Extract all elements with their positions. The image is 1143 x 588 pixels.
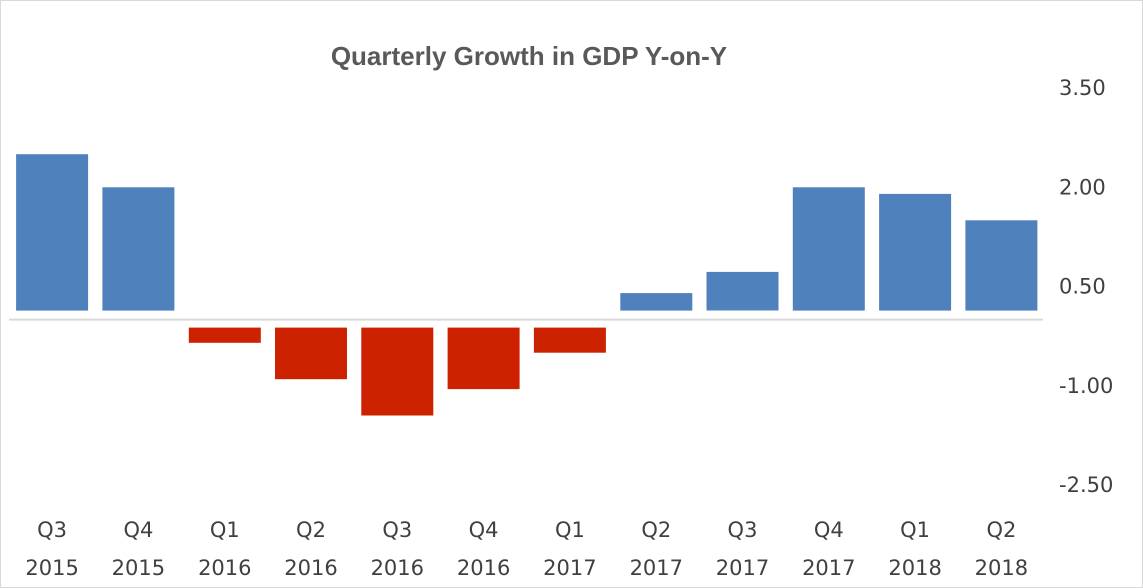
x-category-label: Q3 2017 <box>716 518 769 580</box>
x-category-label: Q1 2018 <box>888 518 941 580</box>
x-category-label: Q1 2017 <box>543 518 596 580</box>
bar-q2-2018 <box>965 220 1038 311</box>
x-category-label: Q2 2016 <box>284 518 337 580</box>
bar-q3-2017 <box>706 271 779 311</box>
bar-q3-2016 <box>361 327 434 416</box>
x-category-label: Q3 2016 <box>371 518 424 580</box>
y-tick-label: -1.00 <box>1059 374 1113 398</box>
bar-q4-2017 <box>792 187 865 311</box>
y-axis-tick-labels: 3.50 2.00 0.50 -1.00 -2.50 <box>1059 76 1113 497</box>
x-category-label: Q2 2017 <box>630 518 683 580</box>
bar-q2-2017 <box>620 293 693 311</box>
bar-q1-2017 <box>533 327 606 353</box>
bars-group <box>16 154 1038 416</box>
y-tick-label: 2.00 <box>1059 175 1106 199</box>
y-tick-label: 3.50 <box>1059 76 1106 100</box>
x-category-label: Q4 2017 <box>802 518 855 580</box>
x-category-label: Q4 2016 <box>457 518 510 580</box>
x-category-label: Q4 2015 <box>112 518 165 580</box>
bar-q3-2015 <box>16 154 89 311</box>
x-category-label: Q1 2016 <box>198 518 251 580</box>
bar-q4-2016 <box>447 327 520 390</box>
y-tick-label: 0.50 <box>1059 275 1106 299</box>
chart-title: Quarterly Growth in GDP Y-on-Y <box>331 41 727 71</box>
bar-q1-2016 <box>188 327 261 343</box>
bar-q2-2016 <box>275 327 347 380</box>
x-category-label: Q2 2018 <box>975 518 1028 580</box>
bar-q1-2018 <box>879 193 952 311</box>
bar-q4-2015 <box>102 187 175 311</box>
y-tick-label: -2.50 <box>1059 473 1113 497</box>
x-axis-category-labels: Q3 2015 Q4 2015 Q1 2016 Q2 2016 Q3 2016 Q4 2016 Q1 20… <box>25 518 1028 580</box>
x-category-label: Q3 2015 <box>25 518 78 580</box>
